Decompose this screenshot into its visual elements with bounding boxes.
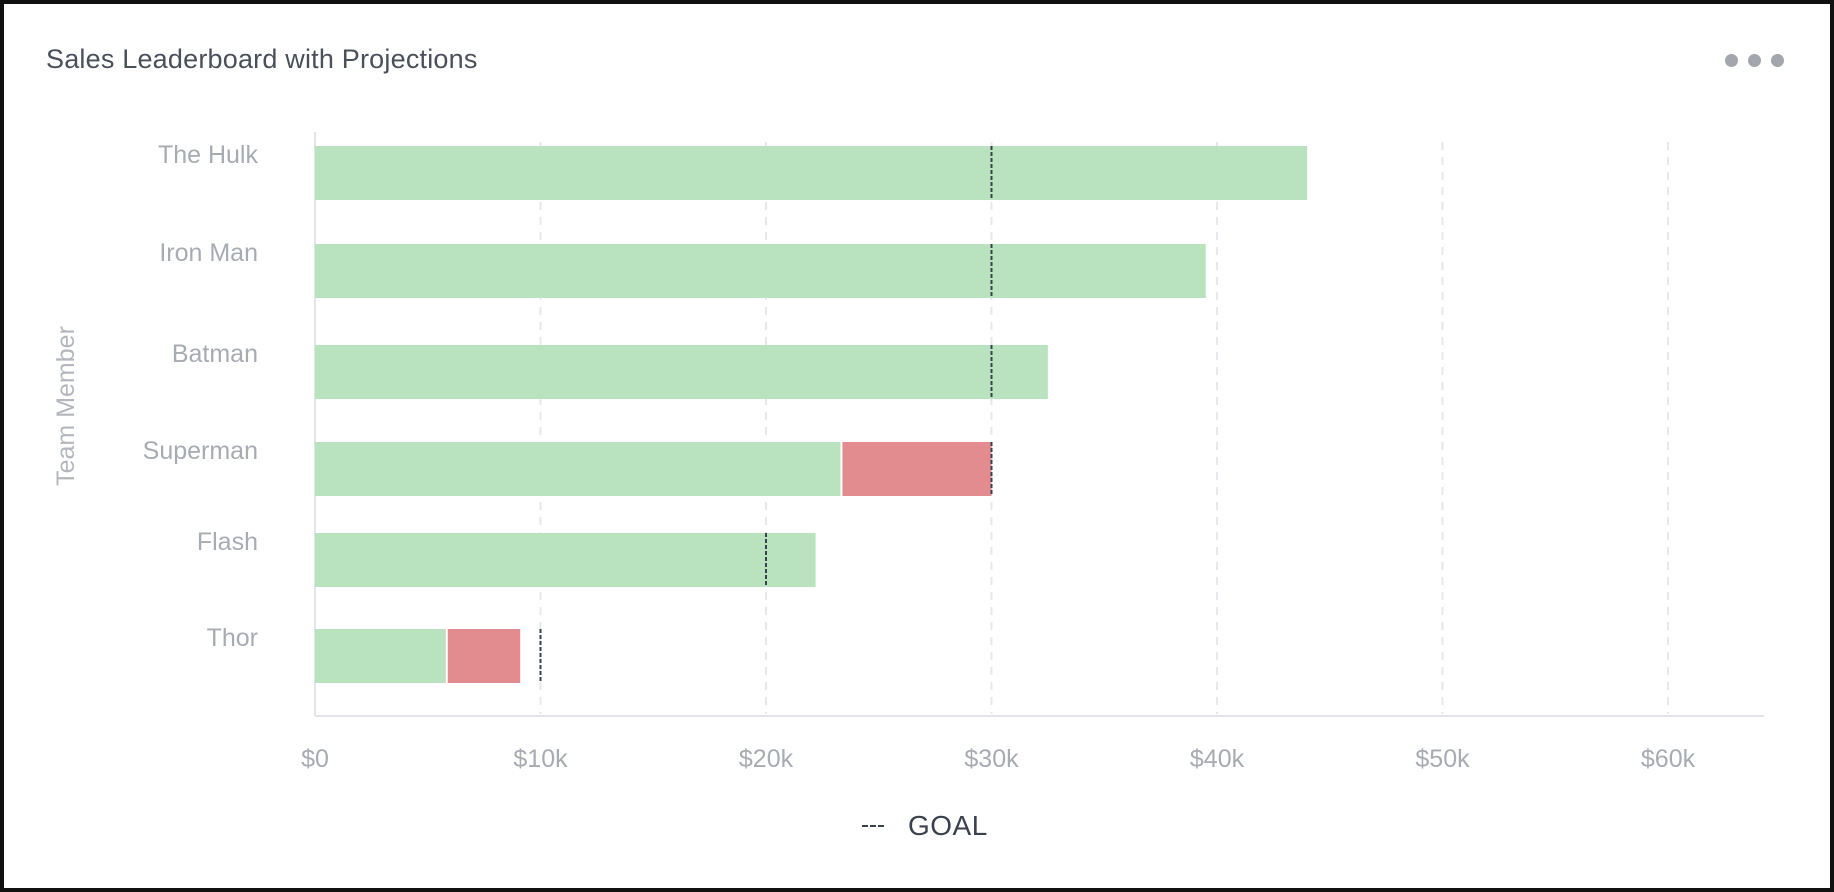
- x-tick-label: $50k: [1415, 745, 1470, 773]
- more-options-button[interactable]: [1723, 52, 1786, 69]
- chart-legend[interactable]: GOAL: [862, 810, 988, 842]
- bar-actual[interactable]: [315, 533, 816, 587]
- x-tick-label: $40k: [1190, 745, 1245, 773]
- y-tick-label: Superman: [143, 437, 258, 465]
- chart-title: Sales Leaderboard with Projections: [46, 44, 478, 74]
- bar-actual[interactable]: [315, 442, 841, 496]
- y-tick-label: Flash: [197, 528, 258, 556]
- bar-chart: $0 $10k $20k $30k $40k $50k $60k Team Member The…: [52, 132, 1764, 773]
- y-tick-label: Iron Man: [159, 239, 258, 267]
- bar-actual[interactable]: [315, 629, 446, 683]
- bar-actual[interactable]: [315, 146, 1308, 200]
- goal-legend-label: GOAL: [908, 810, 988, 841]
- bar-actual[interactable]: [315, 244, 1206, 298]
- x-tick-label: $20k: [739, 745, 794, 773]
- x-tick-label: $60k: [1641, 745, 1696, 773]
- x-tick-label: $10k: [513, 745, 568, 773]
- x-tick-label: $0: [301, 745, 329, 773]
- bar-shortfall[interactable]: [842, 442, 992, 496]
- bar-actual[interactable]: [315, 345, 1048, 399]
- goal-legend-swatch: [862, 825, 884, 827]
- y-tick-label: Batman: [172, 340, 258, 368]
- y-tick-label: Thor: [207, 624, 258, 652]
- x-tick-label: $30k: [964, 745, 1019, 773]
- y-axis-title: Team Member: [52, 326, 80, 486]
- more-horizontal-icon: [1748, 54, 1761, 67]
- more-horizontal-icon: [1771, 54, 1784, 67]
- bar-shortfall[interactable]: [447, 629, 521, 683]
- y-tick-label: The Hulk: [158, 141, 259, 169]
- more-horizontal-icon: [1725, 54, 1738, 67]
